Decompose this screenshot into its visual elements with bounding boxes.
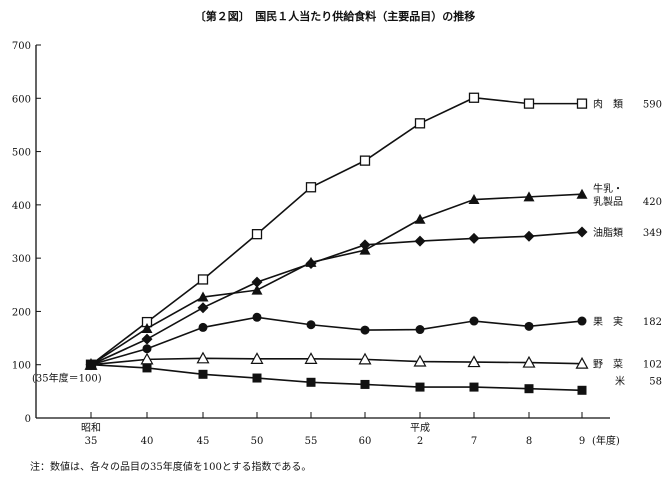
data-point (577, 385, 587, 395)
data-point (142, 363, 152, 373)
y-tick-label: 100 (12, 361, 31, 372)
data-point (414, 235, 426, 247)
data-point (577, 316, 587, 326)
y-tick-label: 300 (12, 254, 31, 265)
data-point (415, 382, 425, 392)
data-point (198, 322, 208, 332)
data-point (251, 276, 263, 288)
data-point (359, 239, 371, 251)
data-point (523, 191, 535, 202)
data-point (467, 355, 481, 368)
data-point (306, 320, 316, 330)
series-end-value: 102 (643, 360, 662, 371)
series-line (90, 231, 583, 366)
data-point (469, 382, 479, 392)
data-point (198, 369, 208, 379)
data-point (142, 344, 152, 354)
data-point (86, 360, 96, 370)
series-label: 牛乳・ (593, 182, 623, 195)
x-tick-label: 55 (305, 436, 318, 447)
data-point (524, 321, 534, 331)
data-point (524, 384, 534, 394)
data-point (576, 188, 588, 199)
data-point (250, 352, 264, 364)
data-point (358, 352, 372, 365)
series-line (90, 193, 583, 366)
data-point (196, 351, 210, 364)
series-line (90, 96, 582, 366)
y-tick-label: 500 (12, 148, 31, 159)
data-point (523, 98, 535, 109)
chart-note: 注：数値は、各々の品目の35年度値を100とする指数である。 (30, 462, 312, 473)
data-point (469, 316, 479, 326)
series-label: 乳製品 (593, 195, 623, 208)
data-point (575, 356, 589, 369)
series-end-value: 590 (643, 100, 662, 111)
data-point (197, 291, 209, 302)
data-point (141, 333, 153, 345)
base-annotation: (35年度＝100) (32, 372, 102, 385)
series-end-value: 58 (649, 376, 662, 387)
data-point (305, 182, 317, 193)
data-point (251, 229, 263, 240)
data-point (305, 257, 317, 269)
x-tick-label: 2 (417, 436, 423, 447)
data-point (304, 352, 318, 364)
x-tick-era: 平成 (410, 422, 430, 434)
data-point (414, 213, 426, 224)
series-end-value: 420 (643, 197, 662, 208)
data-point (252, 312, 262, 322)
x-tick-label: 40 (141, 436, 154, 447)
data-point (468, 194, 480, 205)
x-unit: (年度) (592, 434, 620, 447)
data-point (413, 354, 427, 367)
data-point (360, 379, 370, 389)
series-line (90, 363, 583, 392)
series-label: 野 菜 (593, 359, 623, 371)
x-tick-label: 50 (251, 436, 264, 447)
data-point (306, 377, 316, 387)
y-tick-label: 400 (12, 201, 31, 212)
series-line (90, 316, 583, 366)
y-tick-label: 0 (25, 414, 31, 425)
x-tick-label: 7 (471, 436, 477, 447)
chart-title: 〔第２図〕 国民１人当たり供給食料（主要品目）の推移 (194, 10, 476, 23)
series-end-value: 182 (643, 317, 662, 328)
data-point (360, 325, 370, 335)
data-point (522, 355, 536, 368)
data-point (468, 232, 480, 244)
data-point (141, 322, 153, 333)
x-tick-label: 9 (579, 436, 585, 447)
data-point (252, 373, 262, 383)
x-tick-label: 60 (359, 436, 372, 447)
data-point (523, 230, 535, 242)
x-tick-label: 45 (197, 436, 210, 447)
x-tick-label: 35 (85, 436, 98, 447)
y-tick-label: 600 (12, 94, 31, 105)
series-line (90, 357, 583, 366)
data-point (251, 284, 263, 295)
data-point (414, 118, 426, 129)
data-point (415, 325, 425, 335)
data-point (359, 155, 371, 166)
y-tick-label: 700 (12, 41, 31, 52)
data-point (576, 226, 588, 238)
x-tick-era: 昭和 (81, 422, 101, 434)
data-point (197, 302, 209, 314)
y-tick-label: 200 (12, 307, 31, 318)
series-label: 油脂類 (593, 226, 623, 239)
series-label: 米 (615, 374, 625, 387)
data-point (468, 92, 480, 103)
series-end-value: 349 (643, 228, 662, 239)
data-point (576, 98, 588, 109)
x-tick-label: 8 (526, 436, 532, 447)
series-label: 肉 類 (593, 98, 623, 111)
line-chart: 0 100 200 300 400 500 600 700 昭和 35 40 45 50 55 60 平成 2 7… (12, 41, 662, 447)
series-label: 果 実 (593, 315, 623, 328)
data-point (197, 274, 209, 285)
